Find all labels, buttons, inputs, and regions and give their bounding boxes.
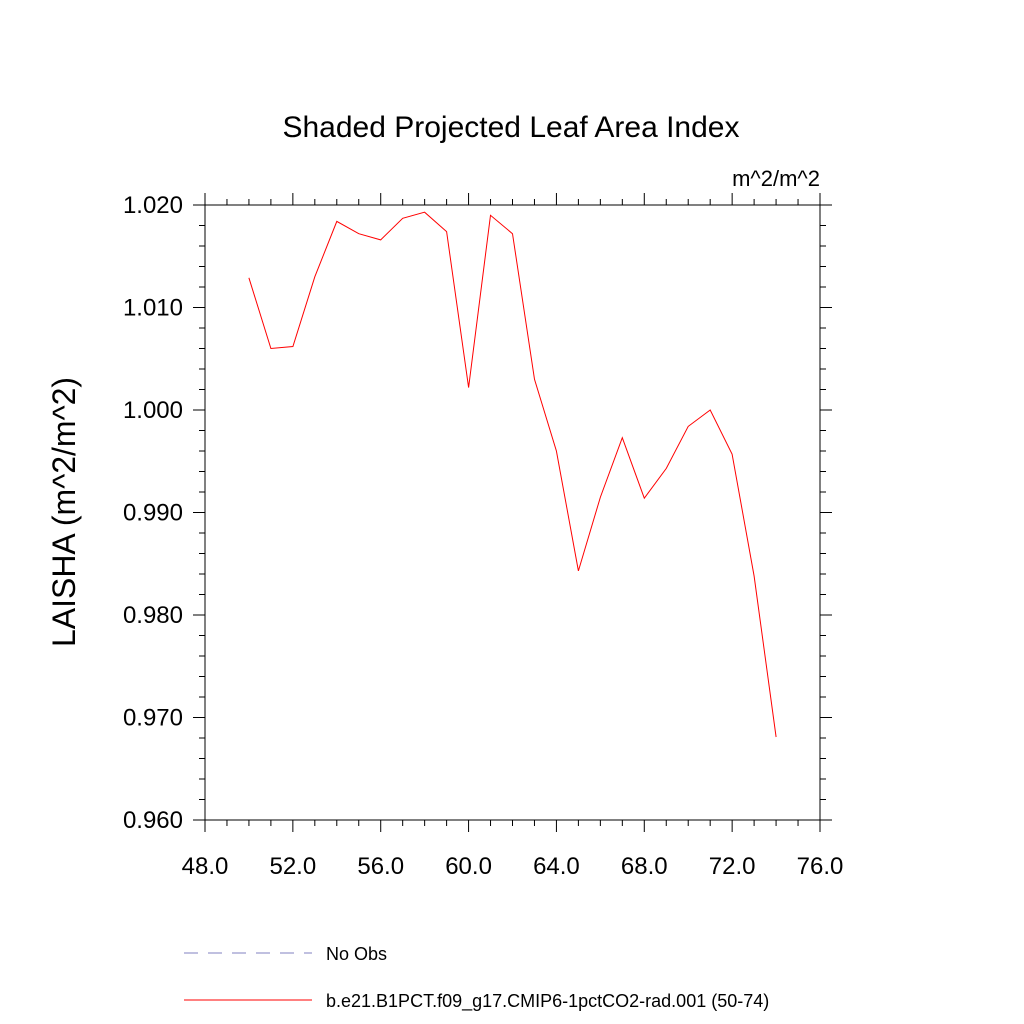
y-tick-label: 0.960	[123, 807, 183, 834]
x-tick-label: 60.0	[445, 853, 492, 880]
plot-frame	[204, 204, 821, 821]
y-axis-label: LAISHA (m^2/m^2)	[46, 377, 82, 647]
x-tick-label: 68.0	[621, 853, 668, 880]
x-tick-label: 64.0	[533, 853, 580, 880]
y-tick-label: 1.010	[123, 295, 183, 322]
series-line	[248, 211, 777, 738]
y-tick-label: 1.000	[123, 397, 183, 424]
y-tick-label: 0.970	[123, 705, 183, 732]
y-tick-labels: 0.960 0.970 0.980 0.990 1.000 1.010 1.020	[123, 192, 183, 834]
y-tick-label: 1.020	[123, 192, 183, 219]
y-tick-label: 0.990	[123, 500, 183, 527]
series-layer	[248, 211, 777, 738]
major-ticks	[193, 193, 832, 832]
units-label: m^2/m^2	[732, 166, 820, 191]
legend-label: No Obs	[326, 944, 387, 964]
legend-label: b.e21.B1PCT.f09_g17.CMIP6-1pctCO2-rad.00…	[326, 991, 769, 1012]
chart-title: Shaded Projected Leaf Area Index	[282, 111, 739, 144]
x-tick-labels: 48.0 52.0 56.0 60.0 64.0 68.0 72.0 76.0	[182, 853, 844, 880]
x-tick-label: 56.0	[357, 853, 404, 880]
y-tick-label: 0.980	[123, 602, 183, 629]
x-tick-label: 76.0	[797, 853, 844, 880]
x-tick-label: 72.0	[709, 853, 756, 880]
legend: No Obs b.e21.B1PCT.f09_g17.CMIP6-1pctCO2-…	[184, 944, 769, 1012]
minor-ticks	[199, 199, 826, 826]
x-tick-label: 52.0	[269, 853, 316, 880]
x-tick-label: 48.0	[182, 853, 229, 880]
